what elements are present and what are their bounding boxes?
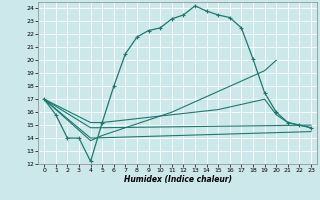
X-axis label: Humidex (Indice chaleur): Humidex (Indice chaleur) xyxy=(124,175,232,184)
